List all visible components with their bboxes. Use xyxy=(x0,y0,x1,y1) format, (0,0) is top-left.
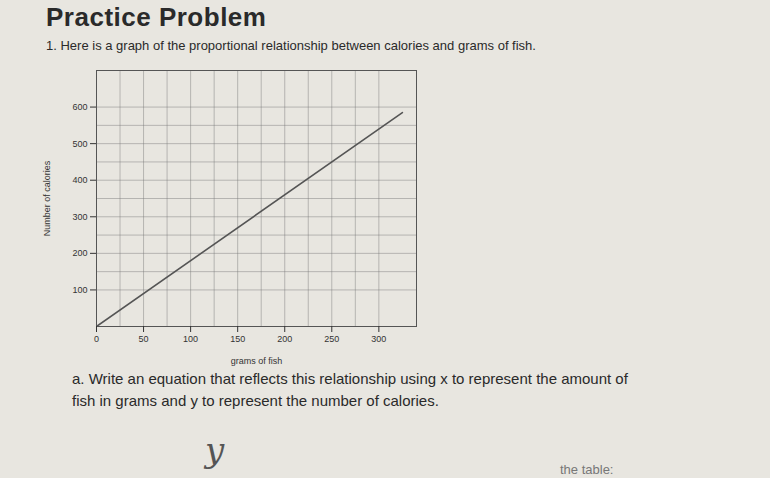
svg-text:100: 100 xyxy=(183,334,198,344)
svg-text:200: 200 xyxy=(72,248,87,258)
svg-text:0: 0 xyxy=(94,334,99,344)
svg-text:50: 50 xyxy=(139,334,149,344)
html-text:the table:: the table: xyxy=(560,462,614,477)
html-text:Practice Problem: Practice Problem xyxy=(46,2,267,32)
svg-text:grams of fish: grams of fish xyxy=(231,356,283,366)
html-text:1. Here is a graph of the prop: 1. Here is a graph of the proportional r… xyxy=(46,38,536,53)
svg-text:100: 100 xyxy=(72,285,87,295)
svg-text:500: 500 xyxy=(72,139,87,149)
svg-text:300: 300 xyxy=(72,212,87,222)
html-text:a. Write an equation that refl: a. Write an equation that reflects this … xyxy=(72,370,628,409)
svg-text:300: 300 xyxy=(371,334,386,344)
svg-text:150: 150 xyxy=(230,334,245,344)
html-text:y: y xyxy=(205,430,225,470)
svg-text:200: 200 xyxy=(277,334,292,344)
svg-text:600: 600 xyxy=(72,102,87,112)
svg-text:Number of calories: Number of calories xyxy=(42,160,52,236)
svg-text:250: 250 xyxy=(324,334,339,344)
svg-text:400: 400 xyxy=(72,175,87,185)
